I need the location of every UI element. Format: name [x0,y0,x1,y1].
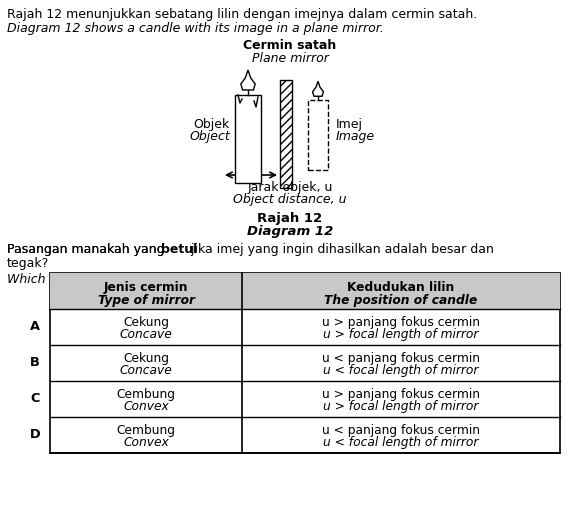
Text: Objek: Objek [194,118,230,131]
Text: u < focal length of mirror: u < focal length of mirror [323,436,479,449]
Text: u < panjang fokus cermin: u < panjang fokus cermin [322,424,480,437]
Text: Cekung: Cekung [123,316,169,329]
Text: B: B [30,356,40,370]
Text: Pasangan manakah yang: Pasangan manakah yang [7,243,169,256]
Text: Pasangan manakah yang: Pasangan manakah yang [7,243,169,256]
Text: Object: Object [189,130,230,143]
Bar [50,273,560,309]
Text: u < panjang fokus cermin: u < panjang fokus cermin [322,352,480,365]
Text: u > focal length of mirror: u > focal length of mirror [323,400,479,413]
Text: Cembung: Cembung [117,424,176,437]
Text: if the image to be produced is large and upright?: if the image to be produced is large and… [119,273,430,286]
Text: Object distance, u: Object distance, u [233,193,347,206]
Text: u > panjang fokus cermin: u > panjang fokus cermin [322,388,480,401]
Bar [308,100,328,170]
Text: A: A [30,321,40,333]
Text: Plane mirror: Plane mirror [252,52,328,65]
Text: Jarak objek, u: Jarak objek, u [247,181,333,194]
Text: Concave: Concave [120,364,172,377]
Text: Cembung: Cembung [117,388,176,401]
Polygon shape [313,81,323,96]
Text: Image: Image [336,130,375,143]
Text: Rajah 12 menunjukkan sebatang lilin dengan imejnya dalam cermin satah.: Rajah 12 menunjukkan sebatang lilin deng… [7,8,477,21]
Text: Imej: Imej [336,118,363,131]
Text: tegak?: tegak? [7,257,49,270]
Text: The position of candle: The position of candle [324,294,478,307]
Text: jika imej yang ingin dihasilkan adalah besar dan: jika imej yang ingin dihasilkan adalah b… [187,243,494,256]
Text: Kedudukan lilin: Kedudukan lilin [347,281,455,294]
Text: Which pair is: Which pair is [7,273,92,286]
Text: betul: betul [161,243,197,256]
Bar [50,273,560,453]
Text: Cekung: Cekung [123,352,169,365]
Text: Rajah 12: Rajah 12 [257,212,323,225]
Text: u < focal length of mirror: u < focal length of mirror [323,364,479,377]
Text: Diagram 12 shows a candle with its image in a plane mirror.: Diagram 12 shows a candle with its image… [7,22,384,35]
Text: Convex: Convex [123,400,169,413]
Text: D: D [30,429,40,441]
Text: Cermin satah: Cermin satah [243,39,337,52]
Text: correct: correct [81,273,131,286]
Text: Pasangan manakah yang: Pasangan manakah yang [7,243,169,256]
Text: Diagram 12: Diagram 12 [247,225,333,238]
Bar [280,80,292,188]
Text: Type of mirror: Type of mirror [97,294,194,307]
Bar [235,95,261,183]
Polygon shape [241,70,255,90]
Text: Convex: Convex [123,436,169,449]
Text: u > panjang fokus cermin: u > panjang fokus cermin [322,316,480,329]
Text: C: C [30,392,39,406]
Text: u > focal length of mirror: u > focal length of mirror [323,328,479,341]
Text: Concave: Concave [120,328,172,341]
Text: Jenis cermin: Jenis cermin [104,281,188,294]
